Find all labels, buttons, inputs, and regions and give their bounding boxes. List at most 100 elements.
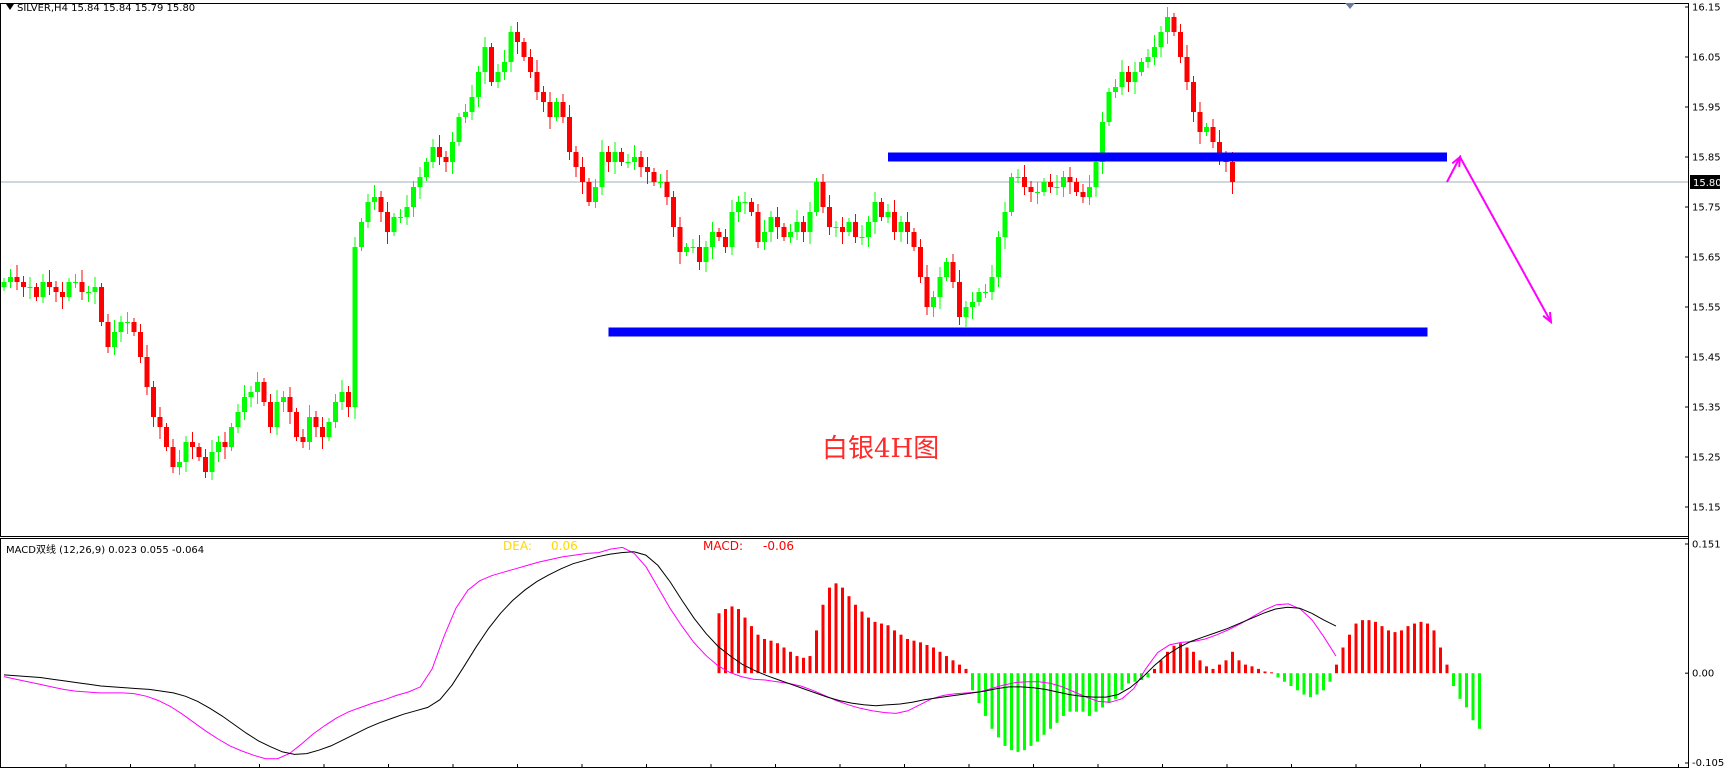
candle-body [1061,177,1066,187]
candle-body [911,232,917,247]
candle-body [872,202,878,222]
candle-body [970,302,975,307]
candle-body [1035,192,1040,193]
macd-histogram-bar [971,673,974,691]
candle-body [957,282,962,317]
price-tick-label: 16.05 [1692,53,1721,64]
candle-body [203,457,208,472]
caret-down-icon [6,4,14,10]
macd-histogram-bar [776,643,779,674]
macd-histogram-bar [854,604,857,674]
candle-body [853,222,858,237]
candle-body [125,322,130,323]
candle-body [359,222,364,247]
candle-body [1067,177,1073,182]
arrowhead-icon [1451,154,1462,168]
candle-body [1002,212,1008,237]
candle-body [677,227,683,252]
candle-body [560,102,566,117]
candle-body [27,287,33,288]
candle-body [333,402,338,422]
candle-body [710,232,715,247]
candle-body [294,412,299,437]
macd-histogram-bar [1062,673,1065,716]
candle-body [931,297,936,307]
symbol-header: SILVER,H4 15.84 15.84 15.79 15.80 [6,3,195,14]
macd-histogram-bar [1068,673,1072,712]
candle-body [144,357,150,387]
candle-body [573,152,579,167]
candle-body [1048,182,1053,187]
candle-body [216,442,221,452]
macd-histogram-bar [1452,673,1455,687]
candle-body [1015,177,1021,178]
macd-histogram-bar [717,613,721,674]
macd-tick-label: -0.105 [1692,758,1724,769]
candle-body [859,237,865,238]
candle-body [1178,32,1183,57]
macd-histogram-bar [724,609,727,674]
macd-tick-label: 0.151 [1692,540,1721,551]
macd-histogram-bar [1231,651,1234,674]
candle-body [372,197,377,202]
macd-histogram-bar [1380,626,1384,674]
macd-histogram-bar [932,647,935,674]
candle-body [1,282,7,287]
macd-histogram-bar [1335,664,1338,674]
macd-histogram-bar [1088,673,1091,716]
candle-body [1041,182,1047,192]
candle-body [554,102,559,117]
candle-body [989,277,995,292]
macd-histogram-bar [1374,621,1377,674]
macd-histogram-bar [977,673,981,704]
macd-histogram-bar [1192,651,1195,674]
current-price-label: 15.80 [1693,178,1722,189]
candle-body [437,147,442,157]
price-tick-label: 15.75 [1692,203,1721,214]
macd-histogram-bar [1322,673,1325,691]
macd-histogram-bar [1426,623,1429,674]
candle-body [866,222,871,237]
candle-body [742,202,748,203]
macd-histogram-bar [1120,673,1124,691]
macd-histogram-bar [906,638,909,674]
macd-histogram-bar [1036,673,1039,742]
macd-histogram-bar [808,656,812,674]
macd-histogram-bar [841,587,844,674]
macd-histogram-bar [1263,671,1267,674]
macd-histogram-bar [795,656,799,674]
candle-body [625,162,631,163]
macd-histogram-bar [821,604,825,674]
candle-body [255,382,260,392]
candle-body [781,227,787,237]
price-tick-label: 15.15 [1692,503,1721,514]
macd-histogram-bar [756,634,760,674]
candle-body [671,197,676,227]
candle-body [404,207,410,217]
candle-body [131,322,137,332]
candle-body [14,277,20,282]
candle-body [937,277,943,297]
macd-histogram-bar [1465,673,1468,708]
candle-body [287,397,293,412]
macd-histogram-bar [1094,673,1098,712]
candle-body [1113,87,1118,92]
candle-body [950,262,956,282]
macd-histogram-bar [1198,660,1202,674]
candle-body [515,32,520,42]
candle-body [307,417,312,442]
macd-histogram-bar [1341,647,1345,674]
macd-histogram-bar [1127,673,1130,684]
candle-body [846,222,852,232]
macd-histogram-bar [1237,660,1241,674]
support-resistance-level [608,327,1428,337]
macd-histogram-bar [1276,673,1280,678]
candle-body [996,237,1001,277]
candle-body [268,402,273,427]
macd-histogram-bar [1016,673,1020,752]
macd-histogram-bar [1406,626,1410,674]
symbol-info: SILVER,H4 15.84 15.84 15.79 15.80 [17,3,196,14]
candle-body [1106,92,1112,122]
candle-body [326,422,332,437]
